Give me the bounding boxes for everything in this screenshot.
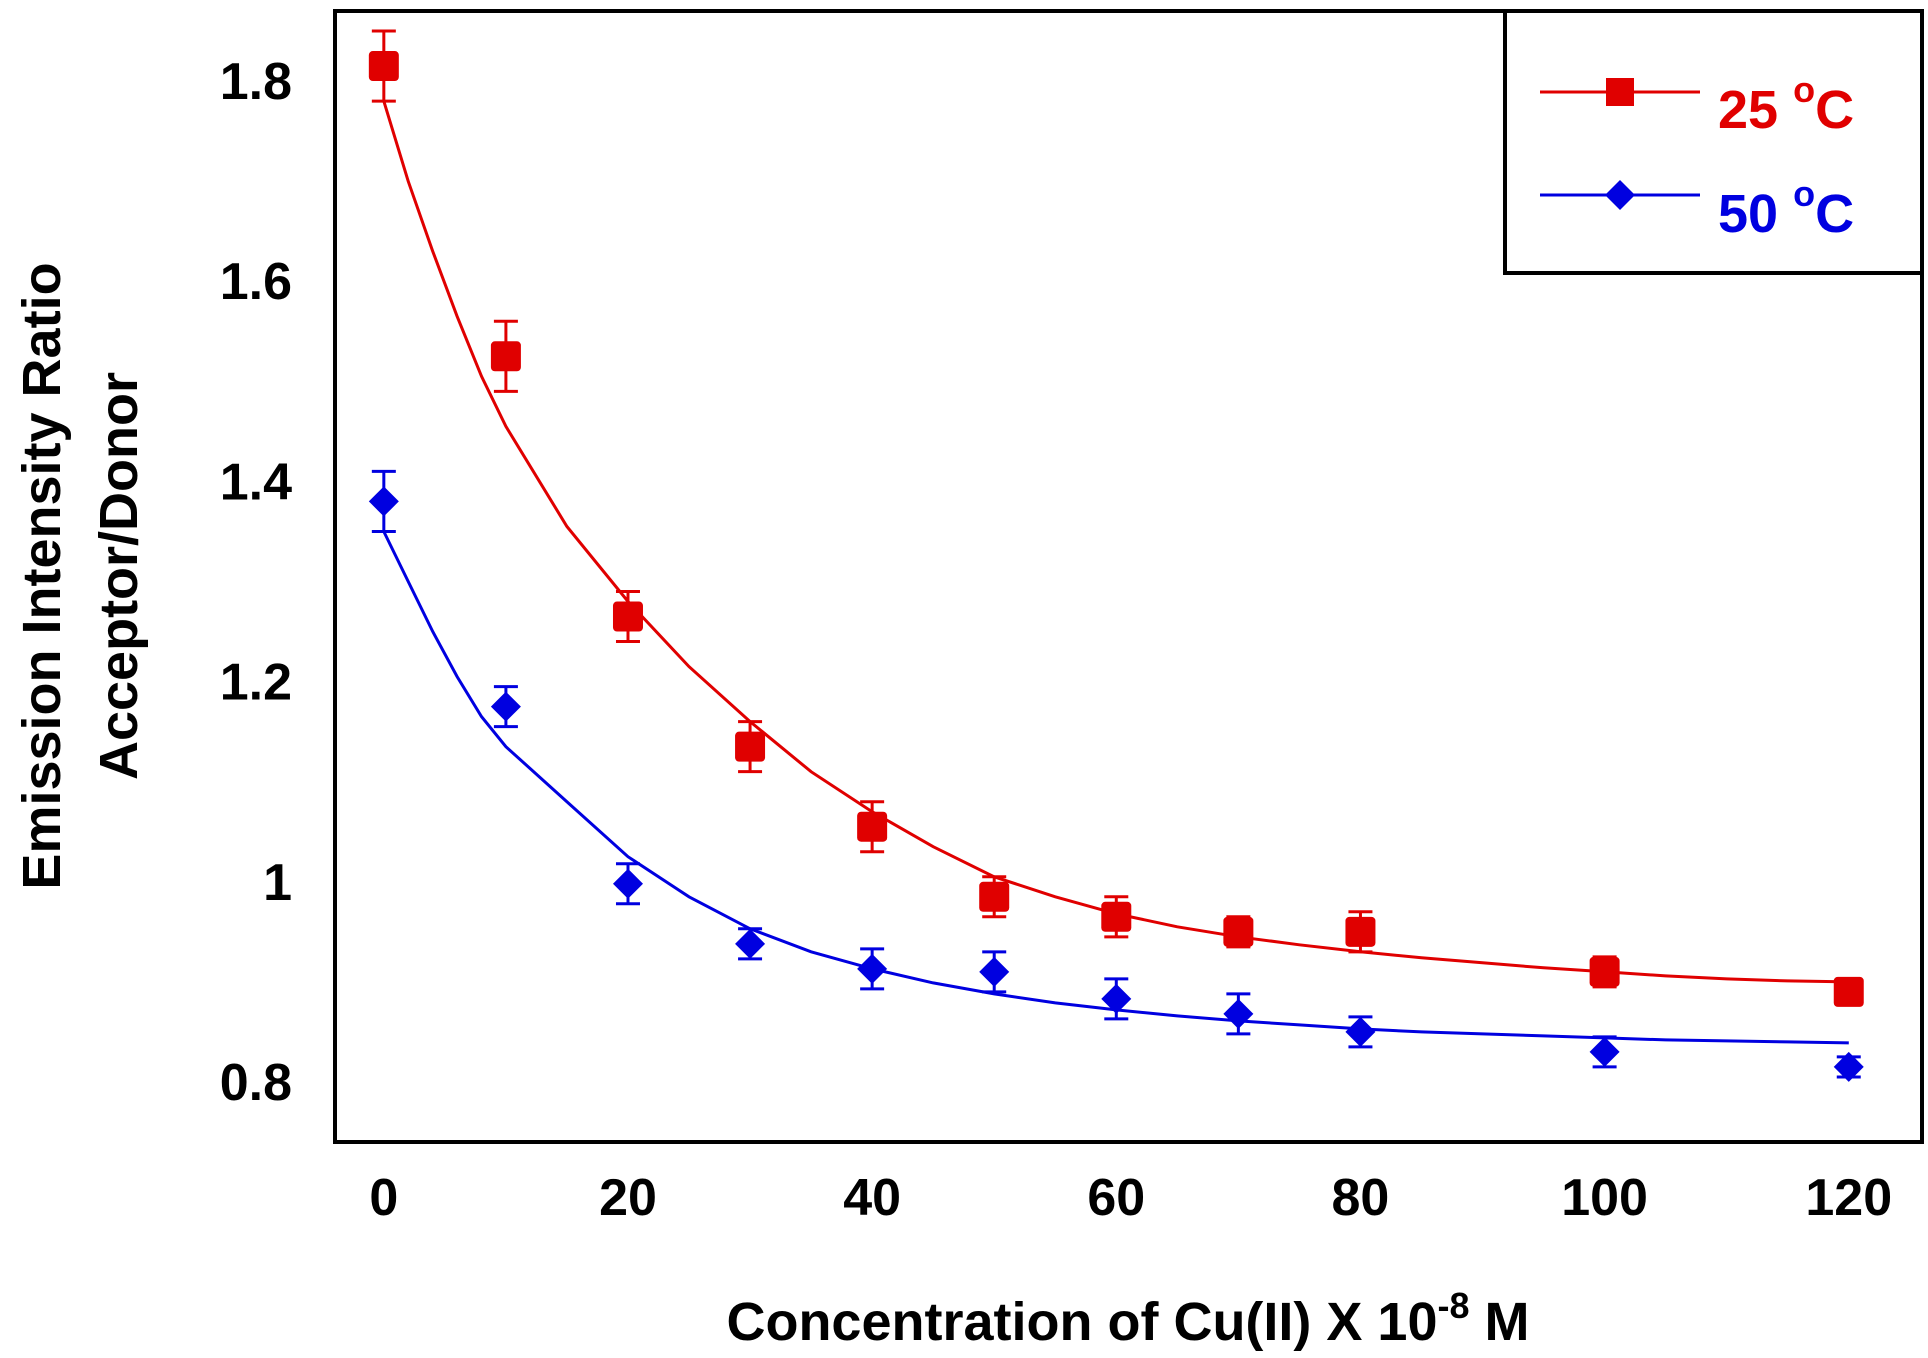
data-point-50c [1589, 1036, 1620, 1067]
fit-line-25c [382, 100, 1849, 984]
legend-label-25c-sup: o [1793, 69, 1815, 110]
x-axis-title: Concentration of Cu(II) X 10-8 M [726, 1285, 1529, 1352]
fit-line-50c [382, 530, 1849, 1045]
x-tick-label: 120 [1805, 1169, 1892, 1227]
data-point-50c [979, 956, 1010, 987]
legend-label-25c-unit: C [1815, 80, 1854, 140]
data-point-50c [368, 486, 399, 517]
legend-marker-25c [1606, 78, 1634, 106]
x-tick-label: 0 [369, 1169, 398, 1227]
data-point-50c [735, 928, 766, 959]
legend-label-25c: 25 oC [1718, 69, 1854, 140]
data-point-25c [1101, 901, 1132, 932]
x-axis-title-exponent: -8 [1438, 1285, 1470, 1326]
y-axis-title-line1: Emission Intensity Ratio [12, 262, 72, 889]
data-point-25c [979, 881, 1010, 912]
data-point-25c [490, 341, 521, 372]
x-axis-title-prefix: Concentration of Cu(II) X 10 [726, 1292, 1437, 1352]
data-point-25c [1223, 916, 1254, 947]
legend: 25 oC 50 oC [1503, 9, 1924, 275]
data-point-25c [1589, 956, 1620, 987]
data-point-50c [857, 953, 888, 984]
data-point-25c [735, 731, 766, 762]
data-point-25c [368, 51, 399, 82]
data-point-50c [490, 691, 521, 722]
data-point-50c [1833, 1051, 1864, 1082]
legend-label-50c-sup: o [1793, 173, 1815, 214]
data-point-25c [1345, 916, 1376, 947]
plot-area-frame [333, 9, 1924, 1144]
fit-lines [382, 100, 1849, 1045]
data-point-50c [1345, 1016, 1376, 1047]
x-axis-title-suffix: M [1470, 1292, 1530, 1352]
y-axis-title-line2: Acceptor/Donor [89, 372, 149, 780]
x-tick-label: 40 [843, 1169, 901, 1227]
y-tick-label: 1.2 [220, 654, 292, 712]
x-tick-label: 80 [1332, 1169, 1390, 1227]
data-point-25c [612, 601, 643, 632]
y-tick-label: 1.8 [220, 53, 292, 111]
legend-marker-50c [1605, 180, 1635, 210]
y-axis-ticks: 0.8 1 1.2 1.4 1.6 1.8 [220, 53, 292, 1112]
legend-label-50c-unit: C [1815, 184, 1854, 244]
legend-box [1503, 9, 1924, 275]
legend-label-50c: 50 oC [1718, 173, 1854, 244]
y-tick-label: 1.4 [220, 453, 292, 511]
data-point-50c [1223, 998, 1254, 1029]
data-markers [368, 51, 1864, 1082]
y-tick-label: 0.8 [220, 1054, 292, 1112]
data-point-25c [857, 811, 888, 842]
x-tick-label: 60 [1087, 1169, 1145, 1227]
x-tick-label: 20 [599, 1169, 657, 1227]
data-point-50c [1101, 983, 1132, 1014]
x-tick-label: 100 [1561, 1169, 1648, 1227]
x-axis-ticks: 0 20 40 60 80 100 120 [369, 1169, 1892, 1227]
legend-label-50c-main: 50 [1718, 184, 1793, 244]
data-point-50c [612, 868, 643, 899]
legend-label-25c-main: 25 [1718, 80, 1793, 140]
y-tick-label: 1 [263, 854, 292, 912]
y-tick-label: 1.6 [220, 253, 292, 311]
data-point-25c [1833, 976, 1864, 1007]
